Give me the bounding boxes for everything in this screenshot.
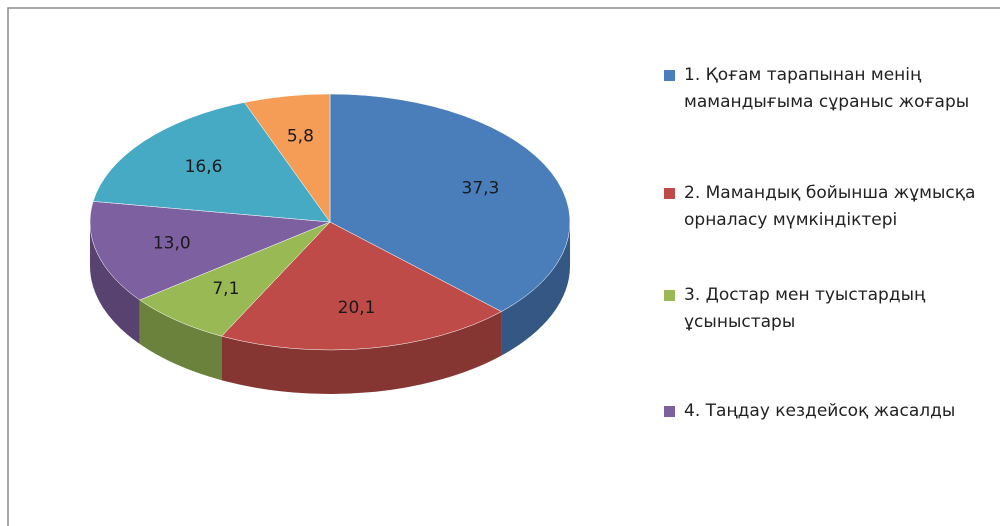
slice-side	[221, 311, 502, 394]
legend-swatch	[664, 290, 675, 301]
legend-item: 3. Достар мен туыстардың ұсыныстары	[664, 282, 984, 336]
slice-side	[90, 222, 140, 345]
legend-label: 1. Қоғам тарапынан менің мамандығыма сұр…	[684, 65, 970, 112]
data-label: 5,8	[287, 126, 314, 146]
legend-swatch	[664, 188, 675, 199]
data-label: 7,1	[212, 279, 239, 299]
legend-swatch	[664, 406, 675, 417]
slice	[329, 93, 571, 312]
legend-label: 2. Мамандық бойынша жұмысқа орналасу мүм…	[684, 183, 976, 230]
slice	[243, 93, 331, 223]
legend-swatch	[664, 70, 675, 81]
data-label: 16,6	[185, 157, 223, 177]
legend-label: 4. Таңдау кездейсоқ жасалды	[684, 401, 956, 421]
slice	[92, 102, 331, 223]
legend-label: 3. Достар мен туыстардың ұсыныстары	[684, 285, 926, 332]
data-label: 20,1	[338, 298, 376, 318]
slice-side	[501, 222, 570, 356]
slice	[221, 221, 502, 351]
legend-item: 4. Таңдау кездейсоқ жасалды	[664, 398, 984, 425]
slice-side	[139, 300, 222, 381]
slice	[139, 221, 331, 337]
legend-item: 2. Мамандық бойынша жұмысқа орналасу мүм…	[664, 180, 984, 234]
legend-item: 1. Қоғам тарапынан менің мамандығыма сұр…	[664, 62, 984, 116]
slice	[89, 201, 331, 301]
data-label: 13,0	[153, 233, 191, 253]
data-label: 37,3	[462, 178, 500, 198]
